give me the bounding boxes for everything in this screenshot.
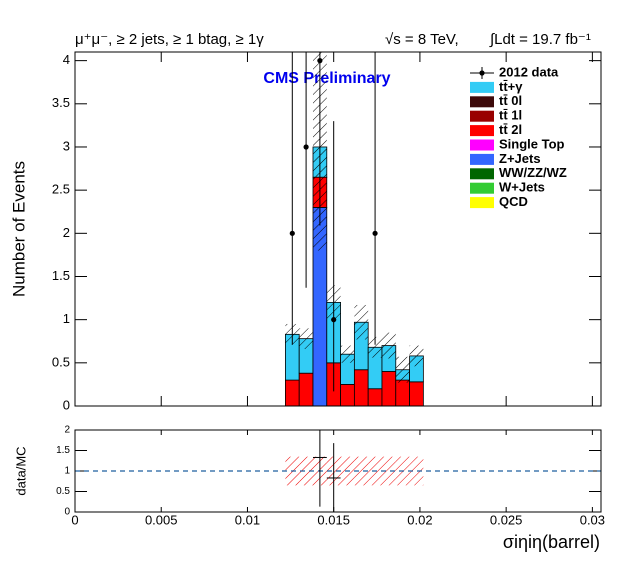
legend-label: WW/ZZ/WZ [499,165,567,180]
y-tick-label: 0.5 [52,354,70,369]
legend-swatch [470,139,494,151]
y-tick-label: 2 [63,225,70,240]
y-tick-label: 1.5 [52,268,70,283]
x-tick-label: 0.015 [317,512,350,527]
title: μ⁺μ⁻, ≥ 2 jets, ≥ 1 btag, ≥ 1γ [75,31,264,48]
frame [74,429,602,513]
uncertainty-band [381,332,396,359]
energy: √s = 8 TeV, [385,31,459,48]
data-point [372,230,378,236]
legend-label: W+Jets [499,180,545,195]
legend-swatch [470,182,494,194]
bar-segment [409,381,424,406]
data-point [317,58,323,64]
uncertainty-band [368,336,382,358]
legend-label: Z+Jets [499,151,541,166]
bar-segment [284,379,300,406]
y-tick-label: 0 [63,397,70,412]
legend-swatch [470,168,494,180]
y-tick-label: 3 [63,138,70,153]
bar-segment [381,371,397,406]
y-tick-label: 1 [63,311,70,326]
legend-swatch [470,125,494,137]
y-axis-label: data/MC [13,446,28,495]
y-tick-label: 0.5 [56,486,70,497]
legend-label: tt̄+γ [499,79,523,94]
frame [74,51,602,407]
luminosity: ∫Ldt = 19.7 fb⁻¹ [489,31,591,48]
y-tick-label: 3.5 [52,95,70,110]
bar-segment [353,369,369,406]
x-tick-label: 0.005 [145,512,178,527]
legend-swatch [470,197,494,209]
legend-swatch [470,110,494,122]
bar-segment [395,379,410,406]
uncertainty-band [299,456,313,486]
uncertainty-band [354,304,369,340]
y-axis-label: Number of Events [9,161,28,297]
legend-label: QCD [499,194,528,209]
y-tick-label: 2 [64,425,70,436]
uncertainty-band [354,456,369,486]
x-tick-label: 0.01 [235,512,260,527]
y-tick-label: 0 [64,507,70,518]
x-tick-label: 0.03 [580,512,605,527]
uncertainty-band [299,328,313,350]
x-tick-label: 0.02 [407,512,432,527]
y-tick-label: 2.5 [52,182,70,197]
y-tick-label: 1.5 [56,445,70,456]
x-tick-label: 0 [71,512,78,527]
annotation: CMS Preliminary [263,70,390,87]
data-point [331,317,337,323]
uncertainty-band [340,345,355,363]
uncertainty-band [409,345,424,367]
legend-label: Single Top [499,136,565,151]
legend-swatch [470,96,494,108]
legend-label: tt̄ 1l [499,108,522,123]
plot-area [284,52,424,406]
bar-segment [298,372,314,406]
y-tick-label: 4 [63,52,70,67]
uncertainty-band [409,456,424,486]
x-tick-label: 0.025 [490,512,523,527]
plot-area [75,430,601,512]
legend-label: tt̄ 0l [499,93,522,108]
legend-marker [479,70,485,76]
legend-label: 2012 data [499,64,559,79]
bar-segment [367,388,383,406]
uncertainty-band [381,456,396,486]
bar-segment [340,384,355,406]
data-point [303,144,309,150]
data-point [289,230,295,236]
legend-swatch [470,81,494,93]
legend-label: tt̄ 2l [499,122,522,137]
x-axis-label: σiηiη(barrel) [503,532,600,552]
y-tick-label: 1 [64,466,70,477]
legend-swatch [470,153,494,165]
uncertainty-band [395,356,410,383]
